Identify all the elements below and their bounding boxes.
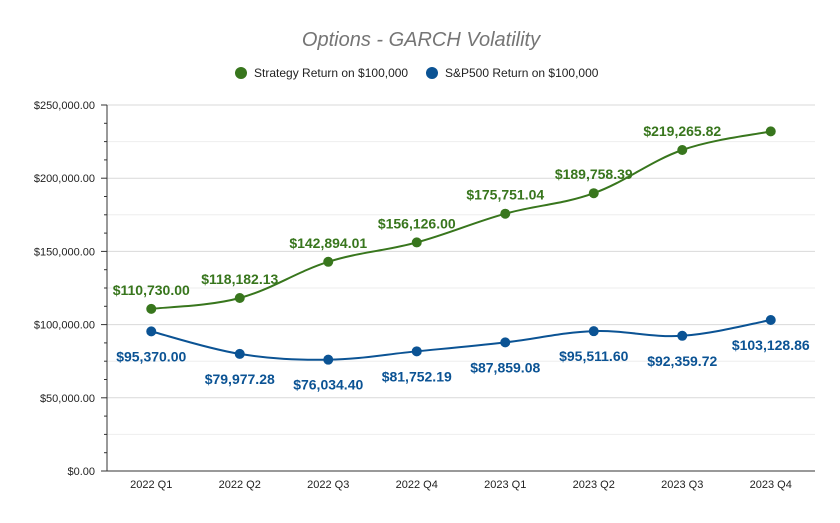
data-label: $87,859.08: [470, 359, 540, 375]
data-label: $142,894.01: [289, 235, 367, 251]
chart-title: Options - GARCH Volatility: [302, 29, 541, 51]
data-point: [146, 326, 157, 337]
data-point: [323, 256, 334, 267]
legend: Strategy Return on $100,000 S&P500 Return…: [235, 66, 599, 80]
data-label: $118,182.13: [201, 271, 278, 287]
y-tick-label: $150,000.00: [34, 246, 95, 258]
y-tick-label: $100,000.00: [34, 320, 95, 332]
data-point: [411, 237, 422, 248]
data-point: [234, 292, 245, 303]
data-point: [234, 348, 245, 359]
series-line: [151, 319, 771, 361]
data-label: $76,034.40: [293, 377, 363, 393]
legend-label: Strategy Return on $100,000: [254, 66, 408, 80]
y-tick-label: $250,000.00: [34, 100, 95, 112]
x-tick-label: 2023 Q3: [661, 479, 703, 491]
data-label: $110,730.00: [113, 282, 190, 298]
data-point: [677, 144, 688, 155]
data-point: [146, 303, 157, 314]
y-tick-label: $50,000.00: [40, 393, 95, 405]
data-point: [411, 346, 422, 357]
data-label: $219,265.82: [643, 123, 721, 139]
data-point: [500, 337, 511, 348]
data-label: $92,359.72: [647, 353, 717, 369]
y-tick-label: $0.00: [67, 466, 95, 478]
legend-marker: [426, 67, 438, 79]
x-tick-label: 2022 Q3: [307, 479, 349, 491]
data-point: [677, 330, 688, 341]
data-labels: $110,730.00 $118,182.13 $142,894.01 $156,12…: [113, 123, 810, 393]
data-point: [765, 315, 776, 326]
data-point: [765, 126, 776, 137]
data-point: [500, 208, 511, 219]
x-tick-label: 2023 Q2: [573, 479, 615, 491]
data-label: $156,126.00: [378, 215, 456, 231]
x-tick-label: 2022 Q2: [219, 479, 261, 491]
data-label: $79,977.28: [205, 371, 275, 387]
y-tick-label: $200,000.00: [34, 173, 95, 185]
x-tick-label: 2023 Q4: [750, 479, 792, 491]
axes: $0.00 $50,000.00 $100,000.00 $150,000.00 $20…: [34, 100, 815, 491]
series-layer: [146, 126, 776, 365]
data-label: $103,128.86: [732, 337, 810, 353]
data-label: $81,752.19: [382, 368, 452, 384]
data-label: $95,511.60: [559, 348, 629, 364]
gridlines: [107, 104, 815, 435]
x-tick-label: 2023 Q1: [484, 479, 526, 491]
data-label: $189,758.39: [555, 166, 633, 182]
data-label: $175,751.04: [466, 187, 544, 203]
legend-marker: [235, 67, 247, 79]
x-tick-label: 2022 Q4: [396, 479, 438, 491]
data-point: [588, 188, 599, 199]
data-label: $95,370.00: [116, 348, 186, 364]
data-point: [323, 354, 334, 365]
series-line: [151, 130, 771, 310]
legend-label: S&P500 Return on $100,000: [445, 66, 599, 80]
x-tick-label: 2022 Q1: [130, 479, 172, 491]
data-point: [588, 326, 599, 337]
